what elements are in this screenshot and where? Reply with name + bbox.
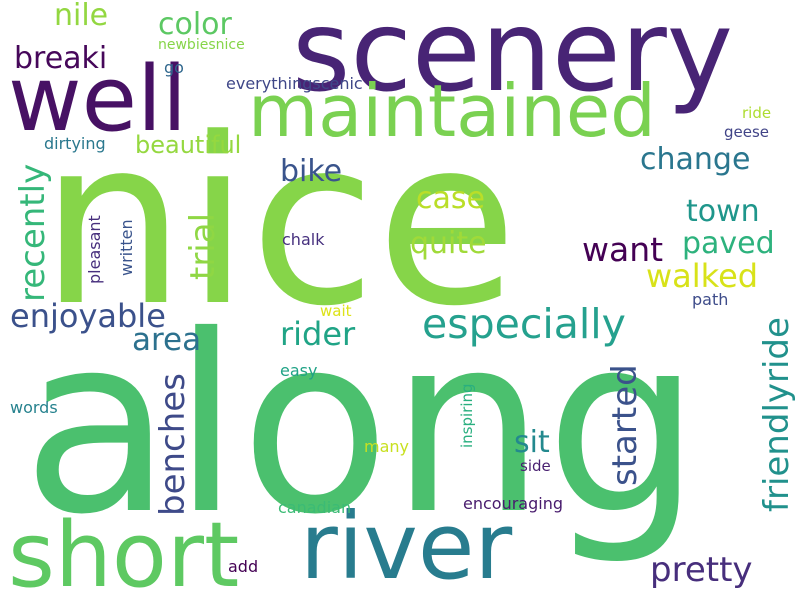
word-many: many — [364, 437, 409, 456]
word-bike: bike — [280, 154, 342, 189]
word-beautiful: beautiful — [135, 131, 241, 159]
word-ride: ride — [742, 104, 771, 122]
word-dirtying: dirtying — [44, 134, 106, 153]
word-maintained: maintained — [248, 69, 656, 153]
word-benches: benches — [153, 373, 193, 516]
word-area: area — [132, 322, 201, 358]
word-wait: wait — [320, 302, 352, 320]
word-river: river — [300, 493, 512, 600]
word-quite: quite — [410, 226, 487, 261]
word-started: started — [605, 364, 645, 486]
word-enjoyable: enjoyable — [10, 297, 166, 335]
word-short: short — [8, 503, 239, 600]
word-chalk: chalk — [282, 230, 325, 249]
word-nice: nice — [40, 90, 518, 357]
word-walked: walked — [646, 257, 758, 295]
word-want: want — [582, 230, 663, 269]
word-especially: especially — [422, 300, 626, 348]
word-words: words — [10, 398, 58, 417]
word-pretty: pretty — [650, 550, 753, 590]
word-well: well — [8, 47, 187, 152]
word-trial: trial — [183, 213, 223, 280]
word-everythingscenic: everythingscenic — [226, 74, 363, 93]
word-newbiesnice: newbiesnice — [158, 37, 245, 53]
word-rider: rider — [280, 315, 356, 353]
word-friendlyride: friendlyride — [757, 317, 797, 512]
word-encouraging: encouraging — [463, 494, 563, 513]
word-breaki: breaki — [14, 41, 107, 76]
word-recently: recently — [13, 164, 53, 302]
word-easy: easy — [280, 361, 317, 380]
word-sit: sit — [514, 425, 550, 460]
word-along: along — [22, 283, 701, 568]
word-pleasant: pleasant — [85, 215, 104, 284]
word-inspiring: inspiring — [458, 383, 476, 448]
word-nile: nile — [54, 0, 108, 33]
word-written: written — [117, 219, 136, 276]
word-path: path — [692, 290, 728, 309]
word-change: change — [640, 142, 750, 177]
word-go: go — [164, 58, 184, 77]
word-town: town — [686, 194, 760, 229]
word-color: color — [158, 7, 233, 42]
word-side: side — [520, 457, 551, 475]
word-geese: geese — [724, 123, 769, 141]
word-paved: paved — [682, 226, 775, 261]
word-canadian: canadian — [278, 498, 351, 517]
word-add: add — [228, 557, 258, 576]
word-case: case — [416, 181, 485, 216]
word-scenery: scenery — [292, 0, 733, 117]
